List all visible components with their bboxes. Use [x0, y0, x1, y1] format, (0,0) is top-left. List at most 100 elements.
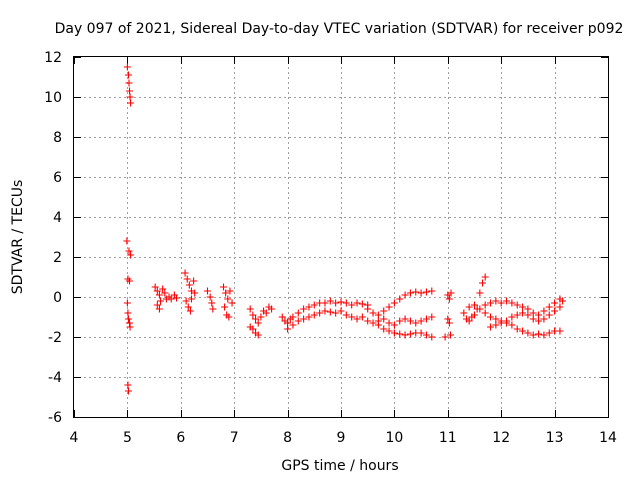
data-point — [545, 311, 553, 319]
data-point — [535, 311, 543, 319]
data-point — [545, 303, 553, 311]
data-point — [417, 329, 425, 337]
data-point — [310, 311, 318, 319]
plot-frame — [73, 56, 609, 418]
data-point — [204, 287, 211, 295]
y-tick-label: 12 — [44, 50, 62, 66]
x-tick-label: 6 — [176, 430, 185, 446]
data-point — [124, 71, 132, 79]
data-point — [249, 325, 257, 333]
data-point — [481, 309, 489, 317]
y-tick-label: -4 — [48, 370, 62, 386]
data-point — [348, 301, 356, 309]
data-point — [529, 331, 537, 339]
data-point — [224, 295, 232, 303]
data-point — [524, 311, 532, 319]
data-point — [417, 317, 425, 325]
data-point — [428, 313, 436, 321]
data-point — [503, 297, 511, 305]
data-point — [492, 321, 500, 329]
data-point — [254, 331, 262, 339]
data-point — [125, 247, 133, 255]
data-point — [190, 277, 198, 285]
data-point — [396, 330, 404, 338]
data-point — [183, 275, 191, 283]
data-point — [124, 309, 132, 317]
data-point — [406, 330, 414, 338]
y-tick-label: 4 — [53, 210, 62, 226]
data-point — [126, 277, 134, 285]
data-point — [262, 309, 270, 317]
data-point — [556, 303, 564, 311]
grid-layer — [74, 57, 608, 417]
data-point — [124, 381, 132, 389]
data-point — [348, 313, 356, 321]
x-tick-labels: 4 5 6 7 8 9 10 11 12 13 14 — [70, 430, 617, 446]
data-point — [364, 305, 372, 313]
data-point — [364, 317, 372, 325]
data-point — [497, 319, 505, 327]
data-point — [208, 299, 216, 307]
data-point — [123, 299, 131, 307]
data-point — [445, 319, 453, 327]
data-point — [471, 311, 478, 319]
data-point — [428, 287, 436, 295]
data-point — [529, 309, 537, 317]
data-point — [380, 307, 388, 315]
data-point — [326, 308, 334, 316]
data-point — [284, 319, 292, 327]
data-point — [153, 287, 161, 295]
data-point — [374, 311, 382, 319]
data-points-layer — [123, 63, 567, 395]
data-point — [126, 93, 134, 101]
data-point — [187, 295, 195, 303]
data-point — [246, 305, 254, 313]
data-point — [268, 305, 276, 313]
data-point — [159, 285, 167, 293]
data-point — [559, 297, 567, 305]
data-point — [481, 273, 489, 281]
data-point — [220, 283, 228, 291]
data-point — [337, 298, 345, 306]
data-point — [186, 307, 194, 315]
data-point — [513, 301, 521, 309]
data-point — [385, 303, 393, 311]
chart-title: Day 097 of 2021, Sidereal Day-to-day VTE… — [55, 21, 624, 37]
data-point — [390, 329, 398, 337]
y-tick-label: -6 — [48, 410, 62, 426]
data-point — [513, 325, 521, 333]
data-point — [252, 315, 260, 323]
data-point — [332, 299, 340, 307]
data-point — [412, 288, 420, 296]
data-point — [206, 293, 214, 301]
data-point — [226, 287, 234, 295]
data-point — [374, 317, 382, 325]
y-tick-label: 0 — [53, 290, 62, 306]
data-point — [508, 299, 516, 307]
x-tick-label: 10 — [385, 430, 403, 446]
data-point — [316, 309, 324, 317]
data-point — [417, 289, 425, 297]
data-point — [390, 299, 398, 307]
data-point — [479, 279, 487, 287]
data-point — [551, 299, 559, 307]
data-point — [228, 299, 236, 307]
data-point — [487, 299, 495, 307]
data-point — [529, 315, 537, 323]
data-point — [185, 281, 193, 289]
data-point — [191, 289, 199, 297]
data-point — [380, 315, 388, 323]
data-point — [369, 309, 377, 317]
data-point — [278, 313, 286, 321]
data-point — [369, 319, 377, 327]
data-point — [294, 309, 302, 317]
data-point — [305, 313, 313, 321]
data-point — [476, 305, 484, 313]
data-point — [497, 299, 505, 307]
data-point — [124, 387, 132, 395]
x-tick-label: 4 — [70, 430, 79, 446]
data-point — [401, 291, 409, 299]
data-point — [184, 303, 192, 311]
data-point — [540, 315, 548, 323]
